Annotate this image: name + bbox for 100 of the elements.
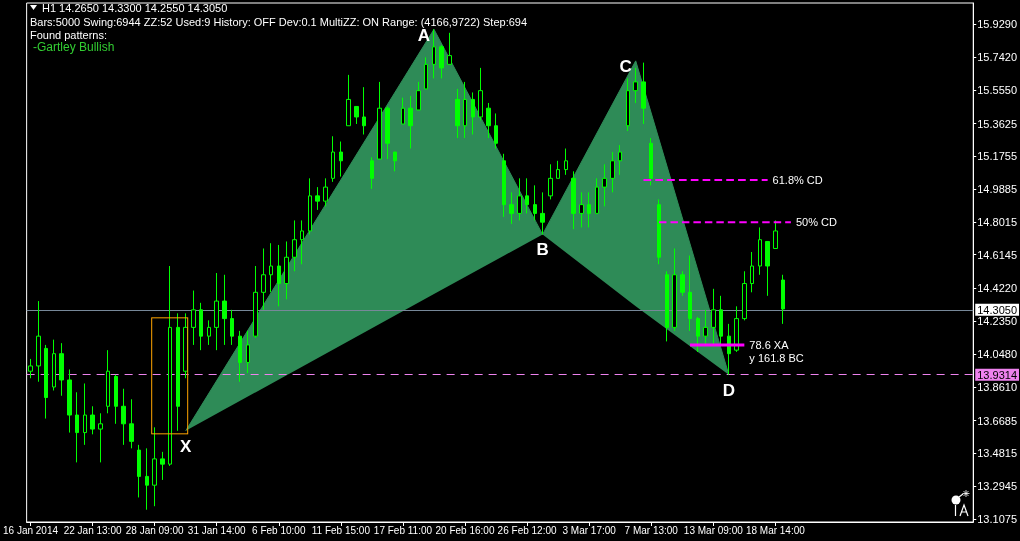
candlestick xyxy=(214,272,219,351)
candlestick xyxy=(331,135,335,183)
candlestick xyxy=(540,191,545,235)
candlestick xyxy=(548,163,553,200)
candlestick xyxy=(339,141,343,178)
y-tick-label: 15.1755 xyxy=(977,150,1017,163)
candlestick xyxy=(269,242,273,293)
y-tick-label: 13.2945 xyxy=(977,480,1017,493)
annotation: -Gartley Bullish xyxy=(33,40,115,54)
candlestick xyxy=(362,86,366,135)
candlestick xyxy=(292,219,297,272)
candlestick xyxy=(44,344,48,420)
x-tick-label: 26 Feb 12:00 xyxy=(497,524,557,536)
candlestick xyxy=(680,270,685,297)
candlestick xyxy=(168,265,172,467)
candlestick xyxy=(494,112,498,150)
candlestick xyxy=(36,300,41,383)
x-tick-label: 31 Jan 14:00 xyxy=(187,524,247,536)
series-label: 50% CD xyxy=(795,216,837,229)
candlestick xyxy=(261,247,266,311)
candlestick xyxy=(98,412,103,463)
x-tick-label: 16 Jan 2014 xyxy=(2,524,59,536)
candlestick xyxy=(618,144,622,176)
y-tick-label: 15.7420 xyxy=(977,51,1017,63)
candlestick xyxy=(711,288,716,346)
x-tick-label: 22 Jan 13:00 xyxy=(63,524,122,536)
candlestick xyxy=(665,270,669,342)
x-tick-label: 11 Feb 15:00 xyxy=(311,524,371,536)
candlestick xyxy=(106,349,110,414)
x-tick-label: 13 Mar 09:00 xyxy=(683,524,744,536)
y-tick-label: 13.6685 xyxy=(977,414,1017,427)
candlestick xyxy=(610,151,615,193)
y-tick-label: 15.3625 xyxy=(977,117,1017,130)
ref-line-label: 14.3050 xyxy=(977,303,1017,316)
candlestick xyxy=(439,44,444,79)
candlestick xyxy=(719,295,723,346)
series-label: 78.6 XA y 161.8 BC xyxy=(749,338,804,364)
ref-line-label: 13.9314 xyxy=(977,368,1017,381)
candlestick xyxy=(463,81,467,139)
y-tick-label: 14.6145 xyxy=(977,248,1017,261)
y-tick-label: 14.8015 xyxy=(977,215,1017,228)
candlestick xyxy=(308,177,312,235)
candlestick xyxy=(633,67,638,104)
candlestick xyxy=(781,274,785,325)
candlestick xyxy=(571,170,576,230)
annotation: Found patterns: xyxy=(30,28,108,41)
candlestick xyxy=(750,251,754,293)
data-label: D xyxy=(722,380,735,400)
x-tick-label: 28 Jan 09:00 xyxy=(125,524,184,536)
candlestick xyxy=(587,191,591,228)
y-tick-label: 14.0480 xyxy=(977,348,1017,361)
candlestick xyxy=(253,265,258,339)
y-tick-label: 13.4815 xyxy=(977,447,1017,460)
x-tick-label: 17 Feb 11:00 xyxy=(373,524,433,536)
y-tick-label: 13.8610 xyxy=(977,380,1017,393)
candlestick xyxy=(246,330,250,374)
y-tick-label: 14.9885 xyxy=(977,183,1017,196)
candlestick xyxy=(28,358,33,379)
chart-title: H1 14.2650 14.3300 14.2550 14.3050 xyxy=(42,1,228,14)
y-tick-label: 14.4220 xyxy=(977,282,1017,295)
x-tick-label: 6 Feb 10:00 xyxy=(252,524,306,536)
x-tick-label: 20 Feb 16:00 xyxy=(435,524,495,536)
candlestick xyxy=(773,219,778,249)
candlestick xyxy=(370,156,374,190)
candlestick xyxy=(222,274,227,346)
candlestick xyxy=(672,247,677,332)
candlestick xyxy=(703,309,708,346)
candlestick xyxy=(517,177,522,221)
candlestick xyxy=(230,309,234,346)
data-label: X xyxy=(180,436,193,456)
candlestick xyxy=(502,153,506,218)
candlestick xyxy=(393,151,397,172)
candlestick xyxy=(59,342,64,397)
candlestick xyxy=(688,254,692,332)
candlestick xyxy=(533,184,537,221)
candlestick xyxy=(137,444,141,498)
candlestick xyxy=(284,240,289,300)
candlestick xyxy=(152,426,157,507)
candlestick xyxy=(323,177,328,207)
candlestick xyxy=(486,102,491,139)
data-label: C xyxy=(619,57,632,77)
candlestick xyxy=(90,405,95,435)
candlestick xyxy=(602,163,607,207)
candlestick xyxy=(579,191,584,228)
candlestick xyxy=(52,339,56,391)
candlestick xyxy=(424,56,428,90)
candlestick xyxy=(207,319,211,346)
candlestick xyxy=(564,148,568,176)
candlestick xyxy=(416,81,421,111)
candlestick xyxy=(191,290,196,346)
y-tick-label: 14.2350 xyxy=(977,315,1017,328)
x-tick-label: 3 Mar 17:00 xyxy=(562,524,617,536)
candlestick xyxy=(315,186,320,211)
candlestick xyxy=(471,91,475,135)
candlestick xyxy=(641,62,646,125)
candlestick xyxy=(765,240,770,297)
candlestick xyxy=(346,74,351,127)
candlestick xyxy=(354,105,359,125)
candlestick xyxy=(509,191,514,225)
candlestick xyxy=(114,374,118,425)
